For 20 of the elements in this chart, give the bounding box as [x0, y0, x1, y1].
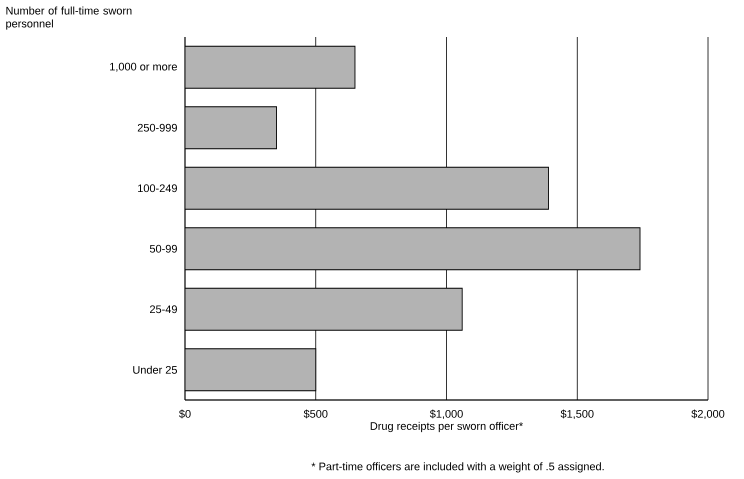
bar: [185, 46, 356, 89]
y-tick-label: Under 25: [133, 366, 177, 374]
y-tick-label: 100-249: [138, 184, 177, 192]
y-tick-label: 25-49: [150, 305, 177, 314]
y-tick-label: 50-99: [150, 244, 177, 253]
bar: [185, 227, 640, 270]
bar: [185, 106, 277, 150]
y-axis-title: Number of full-time sworn personnel: [6, 6, 132, 30]
y-tick-label: 250-999: [138, 124, 177, 132]
x-tick-label: $2,000: [691, 410, 724, 420]
x-axis-title: Drug receipts per sworn officer*: [370, 422, 523, 432]
x-tick-label: $1,000: [430, 410, 463, 420]
x-tick-label: $1,500: [560, 410, 594, 420]
text: * Part-time officers are included with a weight of .5 assigned.: [311, 462, 604, 472]
y-tick-label: 1,000 or more: [110, 62, 177, 72]
bar: [185, 166, 549, 210]
x-tick-label: $500: [304, 410, 328, 418]
x-tick-label: $0: [179, 410, 191, 418]
bar: [185, 348, 316, 392]
bar: [185, 288, 463, 331]
